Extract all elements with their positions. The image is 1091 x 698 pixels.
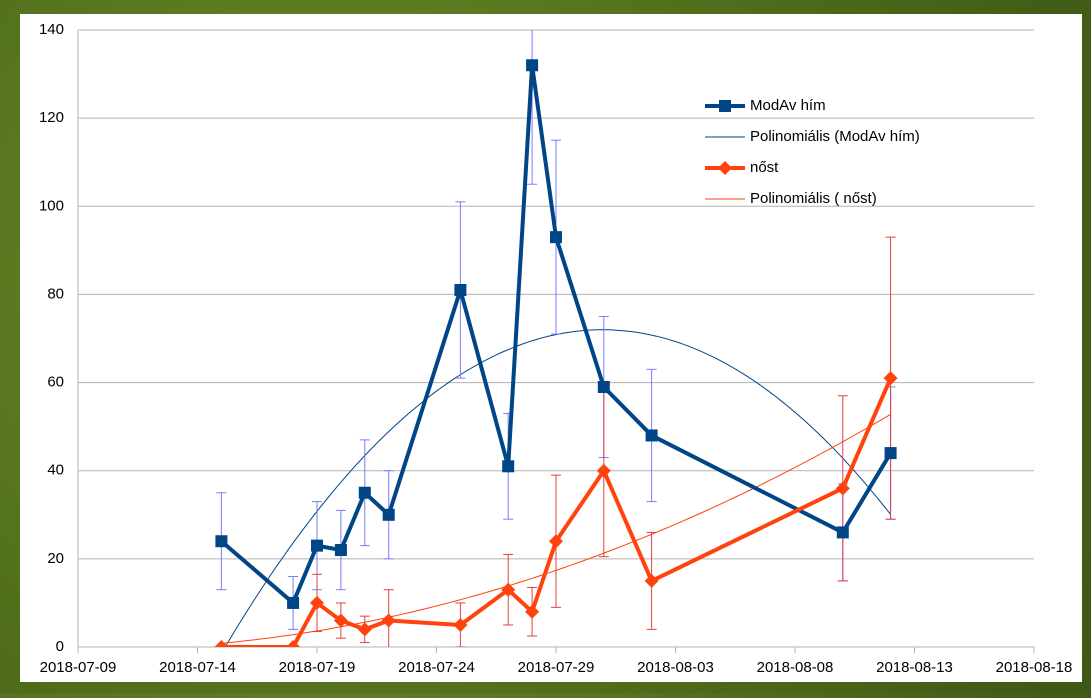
- y-tick-label: 60: [47, 374, 64, 391]
- x-tick-label: 2018-07-14: [159, 659, 236, 676]
- legend-label: ModAv hím: [750, 97, 826, 114]
- marker: [885, 447, 897, 459]
- y-tick-label: 20: [47, 550, 64, 567]
- x-tick-label: 2018-08-03: [637, 659, 714, 676]
- marker: [215, 535, 227, 547]
- marker: [837, 526, 849, 538]
- marker: [335, 544, 347, 556]
- legend-label: Polinomiális ( nőst): [750, 190, 877, 207]
- marker: [454, 284, 466, 296]
- legend-label: Polinomiális (ModAv hím): [750, 128, 920, 145]
- x-tick-label: 2018-07-19: [279, 659, 356, 676]
- y-tick-label: 120: [39, 109, 64, 126]
- x-tick-label: 2018-07-29: [518, 659, 595, 676]
- y-tick-label: 40: [47, 462, 64, 479]
- x-tick-label: 2018-07-24: [398, 659, 475, 676]
- x-tick-label: 2018-07-09: [40, 659, 117, 676]
- y-tick-label: 0: [56, 638, 64, 655]
- marker: [287, 597, 299, 609]
- marker: [550, 231, 562, 243]
- legend-label: nőst: [750, 159, 779, 176]
- y-tick-label: 140: [39, 21, 64, 38]
- marker: [359, 487, 371, 499]
- y-tick-label: 100: [39, 197, 64, 214]
- y-tick-label: 80: [47, 285, 64, 302]
- marker: [311, 540, 323, 552]
- marker: [646, 429, 658, 441]
- x-tick-label: 2018-08-08: [757, 659, 834, 676]
- marker: [526, 59, 538, 71]
- chart: 0 20 40 60 80 100 120 140 2018-07-09 2018-07-14 20…: [0, 0, 1091, 693]
- x-tick-label: 2018-08-18: [996, 659, 1073, 676]
- marker: [502, 460, 514, 472]
- marker: [598, 381, 610, 393]
- marker: [719, 100, 731, 112]
- x-tick-label: 2018-08-13: [876, 659, 953, 676]
- chart-area: [20, 14, 1082, 682]
- marker: [383, 509, 395, 521]
